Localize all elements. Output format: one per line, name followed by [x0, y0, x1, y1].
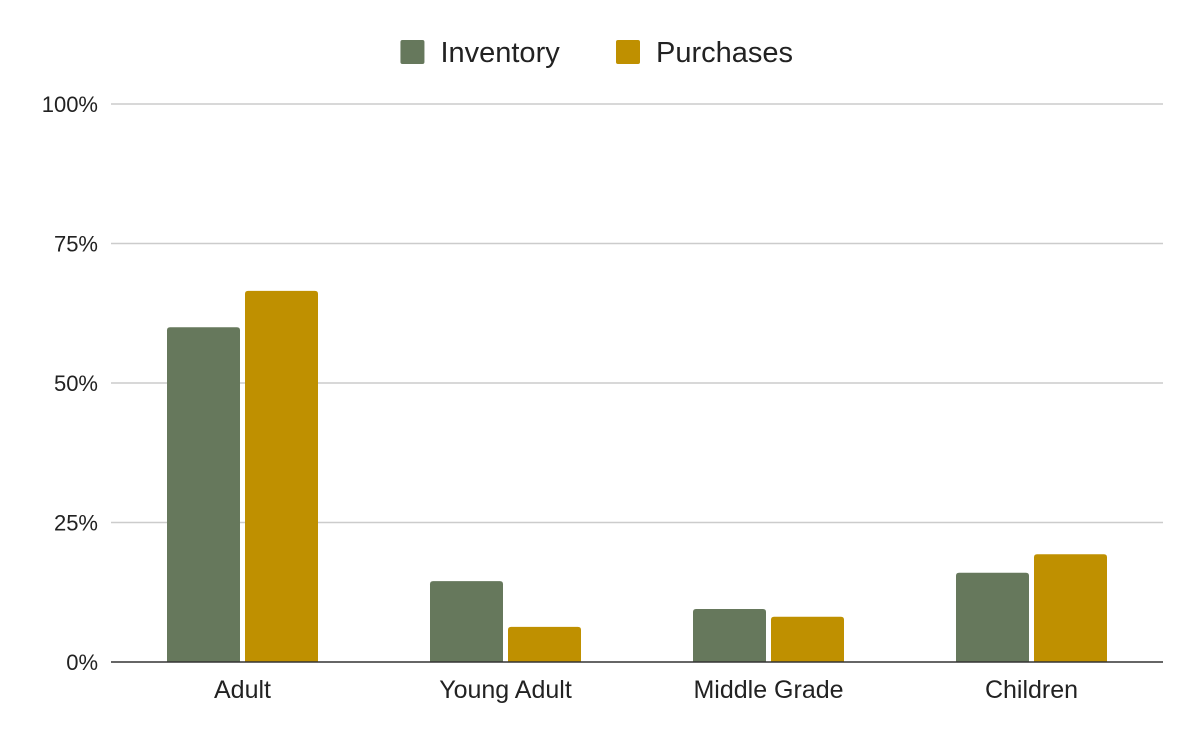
legend-label-inventory: Inventory: [440, 37, 560, 69]
bars: [167, 290, 1107, 662]
y-tick-label: 50%: [54, 371, 98, 396]
y-tick-label: 25%: [54, 511, 98, 536]
bar-inventory-middle-grade: [693, 608, 766, 662]
bar-inventory-children: [956, 572, 1029, 662]
bar-purchases-children: [1034, 554, 1107, 662]
x-tick-label: Young Adult: [439, 676, 572, 704]
legend-swatch-purchases: [616, 40, 640, 64]
y-tick-label: 75%: [54, 232, 98, 257]
legend-label-purchases: Purchases: [656, 37, 793, 69]
bar-purchases-adult: [245, 290, 318, 662]
y-tick-label: 0%: [66, 650, 98, 675]
bar-purchases-middle-grade: [771, 616, 844, 662]
y-tick-label: 100%: [42, 92, 98, 117]
x-tick-label: Children: [985, 676, 1078, 704]
legend-swatch-inventory: [400, 40, 425, 64]
x-tick-label: Middle Grade: [693, 676, 843, 704]
y-axis-ticks: 0% 25% 50% 75% 100%: [42, 92, 98, 675]
bar-inventory-adult: [167, 327, 240, 662]
legend: Inventory Purchases: [400, 37, 793, 69]
x-axis-labels: Adult Young Adult Middle Grade Children: [214, 676, 1078, 704]
x-tick-label: Adult: [214, 676, 271, 704]
bar-purchases-young-adult: [508, 626, 581, 662]
bar-inventory-young-adult: [430, 581, 503, 662]
